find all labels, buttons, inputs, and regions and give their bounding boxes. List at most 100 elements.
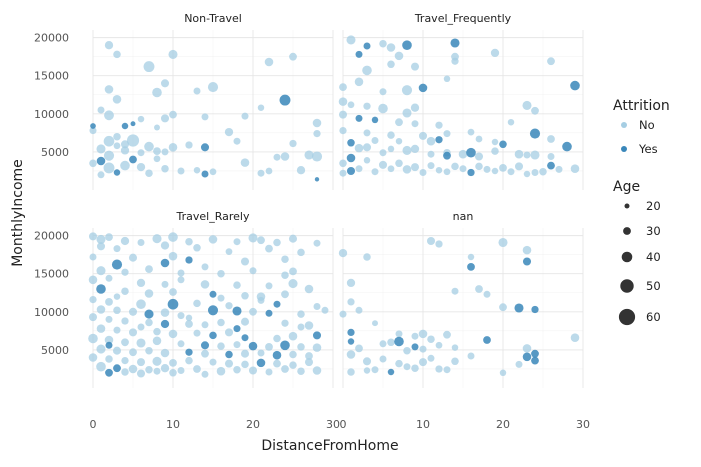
data-point-attrition-no xyxy=(168,251,178,261)
data-point-attrition-no xyxy=(88,333,98,344)
data-point-attrition-no xyxy=(491,147,499,155)
data-point-attrition-no xyxy=(105,355,113,363)
data-point-attrition-yes xyxy=(225,350,233,359)
data-point-attrition-no xyxy=(137,149,145,157)
legend-label-no: No xyxy=(639,118,655,132)
data-point-attrition-no xyxy=(248,366,258,375)
data-point-attrition-no xyxy=(145,365,153,374)
y-tick-label: 15000 xyxy=(34,268,69,281)
data-point-attrition-no xyxy=(154,124,160,131)
data-point-attrition-no xyxy=(426,136,436,146)
data-point-attrition-no xyxy=(411,364,419,372)
data-point-attrition-no xyxy=(467,253,475,261)
data-point-attrition-no xyxy=(395,159,403,168)
data-point-attrition-yes xyxy=(201,170,209,178)
data-point-attrition-no xyxy=(514,149,524,159)
facet-panel-2: Travel_Rarely 5000 10000 15000 20000 0 10 20 30 xyxy=(34,210,340,431)
data-point-attrition-no xyxy=(426,236,436,246)
data-point-attrition-no xyxy=(144,141,154,152)
x-tick-label: 10 xyxy=(416,418,430,431)
data-point-attrition-no xyxy=(209,168,217,176)
data-point-attrition-no xyxy=(193,329,201,337)
data-point-attrition-yes xyxy=(562,141,572,152)
data-point-attrition-no xyxy=(201,263,209,271)
data-point-attrition-no xyxy=(185,237,193,246)
data-point-attrition-no xyxy=(289,139,297,148)
data-point-attrition-no xyxy=(257,349,265,357)
data-point-attrition-no xyxy=(217,269,225,278)
legend-size-label: 40 xyxy=(646,250,661,264)
data-point-attrition-no xyxy=(288,279,298,289)
data-point-attrition-no xyxy=(160,241,170,250)
data-point-attrition-yes xyxy=(90,123,96,129)
data-point-attrition-no xyxy=(224,127,234,137)
data-point-attrition-yes xyxy=(402,40,412,50)
data-point-attrition-no xyxy=(88,232,98,241)
y-tick-label: 5000 xyxy=(41,146,69,159)
data-point-attrition-yes xyxy=(531,349,539,358)
legend-swatch-yes xyxy=(621,146,627,152)
data-point-attrition-yes xyxy=(371,116,379,124)
data-point-attrition-no xyxy=(104,41,114,50)
data-point-attrition-no xyxy=(145,318,153,327)
data-point-attrition-no xyxy=(531,169,539,176)
data-point-attrition-no xyxy=(201,321,209,329)
data-point-attrition-no xyxy=(89,253,97,261)
data-point-attrition-no xyxy=(233,137,241,145)
data-point-attrition-no xyxy=(304,358,314,367)
data-point-attrition-no xyxy=(103,135,115,147)
data-point-attrition-no xyxy=(387,60,395,69)
data-point-attrition-no xyxy=(145,346,153,355)
data-point-attrition-no xyxy=(427,162,435,170)
data-point-attrition-no xyxy=(193,365,201,373)
data-point-attrition-no xyxy=(113,245,121,253)
facet-title: Travel_Frequently xyxy=(414,12,512,25)
data-point-attrition-yes xyxy=(265,309,273,317)
data-point-attrition-no xyxy=(257,236,265,245)
data-point-attrition-no xyxy=(362,143,372,152)
data-point-attrition-no xyxy=(515,360,523,368)
data-point-attrition-no xyxy=(402,165,412,174)
legend-size-marker xyxy=(623,227,631,235)
data-point-attrition-no xyxy=(136,299,146,310)
data-point-attrition-no xyxy=(113,293,121,300)
data-point-attrition-no xyxy=(321,306,329,314)
data-point-attrition-no xyxy=(451,344,459,351)
data-point-attrition-no xyxy=(443,366,451,374)
data-point-attrition-no xyxy=(354,77,364,87)
data-point-attrition-yes xyxy=(363,42,371,50)
data-point-attrition-no xyxy=(363,253,371,261)
data-point-attrition-no xyxy=(507,118,515,126)
data-point-attrition-no xyxy=(105,274,113,282)
data-point-attrition-no xyxy=(120,236,130,246)
data-point-attrition-yes xyxy=(167,298,179,310)
data-point-attrition-no xyxy=(96,144,106,154)
data-point-attrition-no xyxy=(160,79,170,88)
data-point-attrition-no xyxy=(177,276,185,284)
data-point-attrition-no xyxy=(216,366,226,376)
data-point-attrition-yes xyxy=(314,177,320,182)
data-point-attrition-no xyxy=(120,140,130,149)
legend-size-marker xyxy=(621,251,633,263)
data-point-attrition-no xyxy=(177,312,185,320)
data-point-attrition-no xyxy=(273,334,281,343)
data-point-attrition-yes xyxy=(411,343,419,351)
data-point-attrition-no xyxy=(346,35,356,45)
data-point-attrition-no xyxy=(435,341,443,349)
y-axis-title: MonthlyIncome xyxy=(10,159,26,267)
data-point-attrition-no xyxy=(225,302,233,310)
data-point-attrition-no xyxy=(379,340,387,348)
legend-size-marker xyxy=(618,308,636,326)
data-point-attrition-yes xyxy=(347,328,355,337)
data-point-attrition-no xyxy=(136,162,146,172)
facet-panel-1: Travel_Frequently xyxy=(338,12,584,190)
data-point-attrition-no xyxy=(297,310,305,318)
data-point-attrition-no xyxy=(185,356,193,365)
data-point-attrition-no xyxy=(410,163,420,172)
x-axis-title: DistanceFromHome xyxy=(261,438,398,454)
data-point-attrition-no xyxy=(201,370,209,378)
data-point-attrition-no xyxy=(289,267,297,276)
data-point-attrition-no xyxy=(395,118,403,127)
data-point-attrition-yes xyxy=(435,136,443,144)
data-point-attrition-no xyxy=(288,331,298,341)
